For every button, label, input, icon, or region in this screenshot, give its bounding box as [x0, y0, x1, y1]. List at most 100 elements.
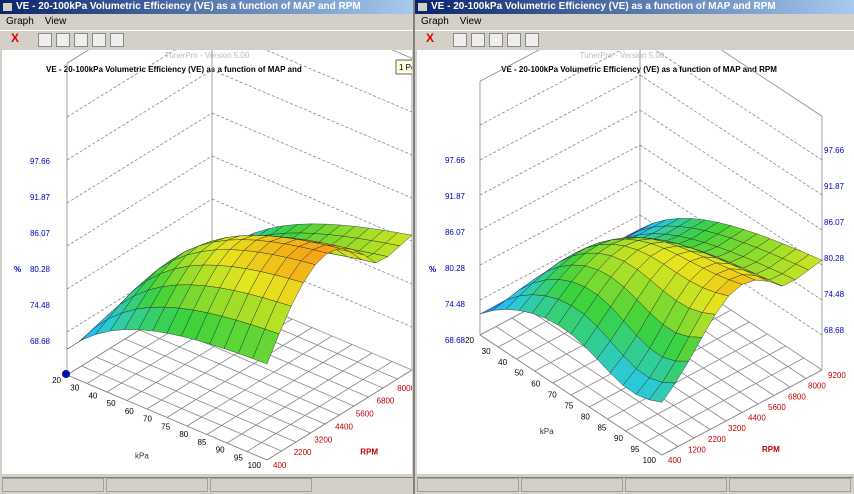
rpm-tick-label: 3200	[728, 424, 746, 433]
axis-line	[720, 50, 823, 117]
z-tick-label: 80.28	[445, 264, 466, 273]
tool-button[interactable]	[489, 33, 503, 47]
rpm-tick-label: 5600	[356, 410, 374, 419]
z-axis-label: %	[429, 265, 436, 274]
kpa-tick-label: 30	[70, 384, 79, 393]
kpa-axis-label: kPa	[135, 451, 149, 460]
kpa-tick-label: 85	[597, 423, 606, 432]
axis-line	[226, 352, 373, 444]
tool-button[interactable]	[74, 33, 88, 47]
z-tick-label: 86.07	[445, 228, 466, 237]
rpm-tick-label: 8000	[808, 382, 826, 391]
axis-line	[66, 112, 213, 204]
axis-line	[246, 361, 393, 452]
axis-line	[479, 109, 641, 196]
z-tick-label: 68.68	[445, 336, 466, 345]
axis-line	[479, 74, 641, 161]
rpm-tick-label: 4400	[748, 414, 766, 423]
z-tick-label: 91.87	[445, 192, 466, 201]
kpa-tick-label: 30	[482, 347, 491, 356]
menu-item[interactable]: View	[44, 16, 67, 27]
menu-bar: Graph View	[415, 14, 854, 30]
tool-button[interactable]	[92, 33, 106, 47]
status-bar	[417, 477, 853, 492]
z-tick-label-right: 74.48	[824, 290, 845, 299]
axis-line	[186, 335, 333, 427]
menu-item[interactable]: Graph	[421, 16, 449, 27]
z-tick-label: 68.68	[30, 337, 51, 346]
toolbar: X	[415, 30, 854, 51]
kpa-tick-label: 70	[143, 415, 152, 424]
kpa-tick-label: 95	[631, 445, 640, 454]
window: VE - 20-100kPa Volumetric Efficiency (VE…	[0, 0, 415, 494]
tool-button[interactable]	[525, 33, 539, 47]
rpm-tick-label: 1200	[688, 445, 706, 454]
axis-line	[479, 50, 540, 82]
kpa-tick-label: 40	[498, 358, 507, 367]
axis-line	[211, 155, 412, 242]
z-tick-label: 74.48	[30, 301, 51, 310]
axis-line	[661, 369, 823, 456]
tooltip: 1 Po	[399, 63, 412, 72]
kpa-tick-label: 70	[548, 391, 557, 400]
axis-line	[66, 155, 213, 247]
z-tick-label-right: 97.66	[824, 146, 845, 155]
tool-button[interactable]	[38, 33, 52, 47]
version-label: TunerPro - Version 5.00	[580, 51, 665, 60]
rpm-tick-label: 3200	[314, 435, 332, 444]
toolbar: X	[0, 30, 413, 51]
z-tick-label-right: 80.28	[824, 254, 845, 263]
rpm-tick-label: 6800	[788, 392, 806, 401]
tool-button[interactable]	[507, 33, 521, 47]
tool-button[interactable]	[453, 33, 467, 47]
kpa-tick-label: 75	[161, 422, 170, 431]
rpm-axis-label: RPM	[762, 445, 780, 454]
kpa-tick-label: 90	[614, 434, 623, 443]
z-tick-label: 97.66	[445, 156, 466, 165]
menu-item[interactable]: Graph	[6, 16, 34, 27]
chart-title: VE - 20-100kPa Volumetric Efficiency (VE…	[501, 65, 777, 74]
menu-item[interactable]: View	[459, 16, 482, 27]
axis-line	[211, 112, 412, 199]
axis-line	[66, 198, 213, 290]
z-tick-label: 86.07	[30, 229, 51, 238]
kpa-tick-label: 100	[643, 456, 657, 465]
z-tick-label: 97.66	[30, 157, 51, 166]
axis-line	[625, 345, 786, 432]
rpm-tick-label: 400	[668, 456, 682, 465]
axis-line	[654, 50, 823, 161]
axis-line	[607, 333, 768, 420]
cursor-point	[62, 370, 70, 378]
kpa-axis-label: kPa	[540, 427, 554, 436]
window: VE - 20-100kPa Volumetric Efficiency (VE…	[415, 0, 854, 494]
tool-button[interactable]	[110, 33, 124, 47]
axis-line	[639, 144, 823, 266]
close-button[interactable]: X	[10, 31, 19, 45]
status-bar	[2, 477, 413, 492]
kpa-tick-label: 20	[465, 336, 474, 345]
kpa-tick-label: 20	[52, 376, 61, 385]
surface-cell	[648, 382, 676, 403]
surface-cell	[66, 328, 94, 350]
z-tick-label: 91.87	[30, 193, 51, 202]
z-tick-label: 74.48	[445, 300, 466, 309]
z-axis-label: %	[14, 265, 21, 274]
rpm-tick-label: 400	[273, 461, 287, 470]
rpm-tick-label: 9200	[828, 371, 846, 380]
close-button[interactable]: X	[425, 31, 434, 45]
axis-line	[479, 179, 641, 266]
kpa-tick-label: 85	[198, 438, 207, 447]
tooltip-box	[395, 59, 412, 75]
z-tick-label-right: 68.68	[824, 326, 845, 335]
kpa-tick-label: 95	[234, 453, 243, 462]
axis-line	[479, 334, 663, 456]
tool-button[interactable]	[471, 33, 485, 47]
kpa-tick-label: 50	[107, 399, 116, 408]
kpa-tick-label: 60	[125, 407, 134, 416]
axis-line	[139, 329, 340, 416]
title-bar: VE - 20-100kPa Volumetric Efficiency (VE…	[415, 0, 854, 14]
tool-button[interactable]	[56, 33, 70, 47]
axis-line	[266, 369, 412, 461]
rpm-tick-label: 5600	[768, 403, 786, 412]
